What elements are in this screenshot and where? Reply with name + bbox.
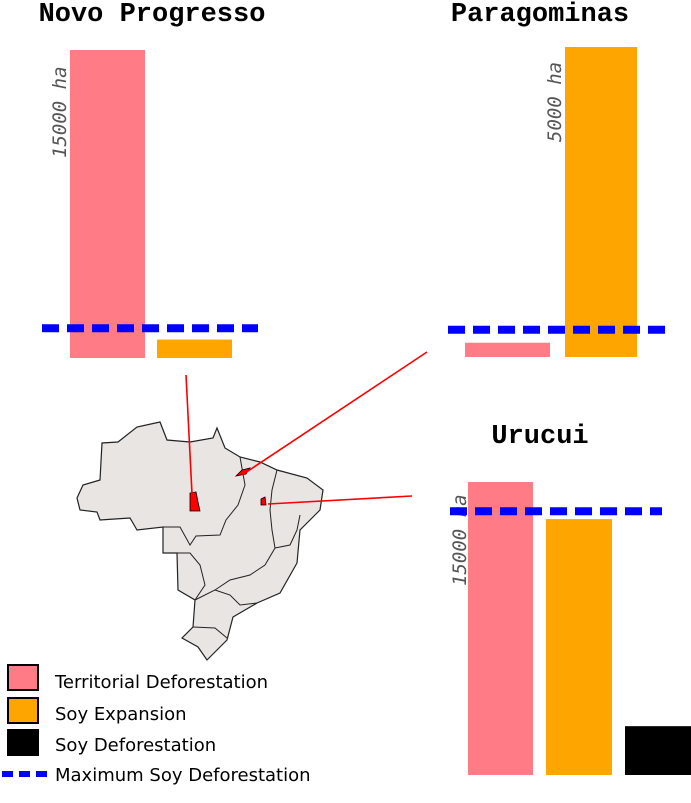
panel-title-paragominas: Paragominas <box>451 0 629 30</box>
bar-urucui-soy-expansion <box>546 519 612 775</box>
scale-label-novo-progresso: 15000 ha <box>49 66 71 158</box>
bar-novo-progresso-territorial-deforestation <box>70 50 145 358</box>
legend-label-territorial-deforestation: Territorial Deforestation <box>54 672 268 693</box>
legend-swatch-soy-deforestation <box>7 729 39 756</box>
scale-label-paragominas: 5000 ha <box>544 62 566 142</box>
connector-urucui <box>267 495 413 505</box>
bar-urucui-soy-deforestation <box>625 726 691 775</box>
state-borders <box>163 456 301 639</box>
scale-label-urucui: 15000 ha <box>449 494 471 586</box>
bars-layer <box>42 47 691 775</box>
municipality-highlights <box>189 467 267 512</box>
bar-novo-progresso-soy-expansion <box>157 339 232 358</box>
panel-title-urucui: Urucui <box>491 422 588 452</box>
legend-swatch-soy-expansion <box>7 697 39 724</box>
brazil-outline <box>76 421 324 661</box>
legend-swatch-territorial-deforestation <box>7 664 39 691</box>
connector-novo-progresso <box>185 374 193 495</box>
connector-paragominas <box>241 351 428 476</box>
legend-label-soy-expansion: Soy Expansion <box>55 704 187 725</box>
panel-title-novo-progresso: Novo Progresso <box>39 0 266 30</box>
bar-paragominas-territorial-deforestation <box>465 342 550 357</box>
legend: Territorial Deforestation Soy Expansion … <box>2 664 311 786</box>
novo-progresso-area <box>189 491 201 512</box>
legend-label-soy-deforestation: Soy Deforestation <box>55 735 216 756</box>
legend-label-max-soy-deforestation: Maximum Soy Deforestation <box>55 765 311 786</box>
urucui-area <box>260 496 267 506</box>
bar-urucui-territorial-deforestation <box>468 482 533 775</box>
bar-paragominas-soy-expansion <box>565 47 637 357</box>
brazil-map <box>76 351 428 661</box>
